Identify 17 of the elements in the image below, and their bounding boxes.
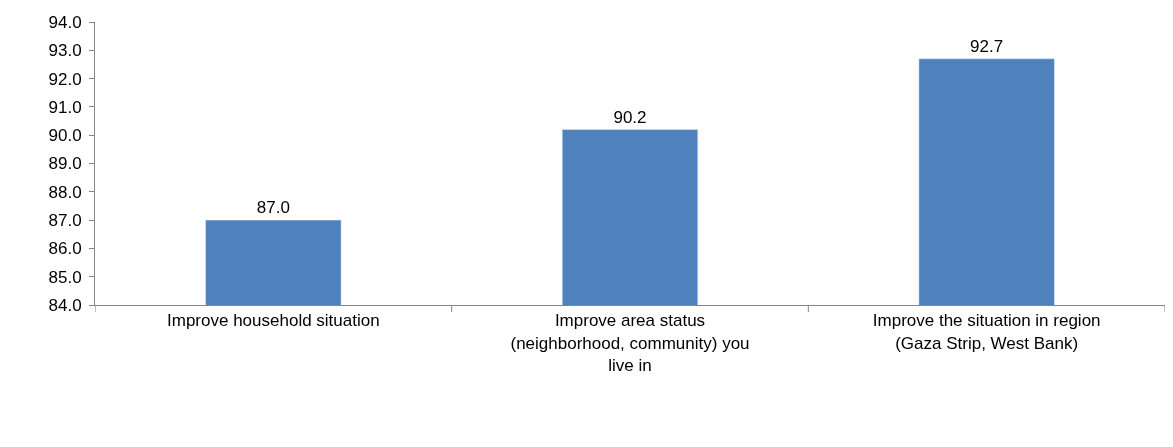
y-tick-label: 87.0: [48, 211, 82, 231]
y-tick-label: 85.0: [48, 267, 82, 287]
data-label: 92.7: [970, 36, 1004, 56]
x-tick-label: Improve household situation: [167, 311, 380, 331]
y-tick-label: 92.0: [48, 69, 82, 89]
x-tick-label: Improve the situation in region (Gaza Strip, West Bank): [872, 311, 1101, 353]
data-label: 90.2: [613, 107, 647, 127]
y-tick-label: 94.0: [48, 12, 82, 32]
y-tick-label: 89.0: [48, 154, 82, 174]
y-tick-label: 90.0: [48, 126, 82, 146]
x-tick-label: Improve area status (neighborhood, community) you live in: [510, 311, 750, 375]
y-tick-label: 86.0: [48, 239, 82, 259]
y-tick-label: 84.0: [48, 295, 82, 315]
y-tick-label: 91.0: [48, 97, 82, 117]
y-tick-label: 88.0: [48, 182, 82, 202]
y-tick-label: 93.0: [48, 41, 82, 61]
data-label: 87.0: [256, 198, 290, 218]
